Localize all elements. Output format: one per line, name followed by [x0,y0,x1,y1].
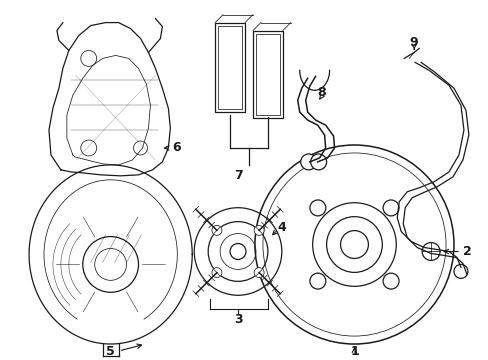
Bar [215,23,244,112]
Bar [218,26,242,109]
Text: 3: 3 [233,312,242,326]
Circle shape [211,225,222,235]
Bar [252,31,282,118]
Circle shape [382,200,398,216]
Text: 5: 5 [106,345,115,357]
Circle shape [254,225,264,235]
Circle shape [421,243,439,260]
Bar [255,33,279,115]
Circle shape [254,267,264,278]
Circle shape [81,50,97,66]
Text: 1: 1 [349,345,358,357]
Text: 4: 4 [277,221,285,234]
Text: 7: 7 [233,169,242,183]
Circle shape [309,200,325,216]
Circle shape [133,141,147,155]
Circle shape [300,154,316,170]
Text: 8: 8 [317,86,325,99]
Circle shape [453,265,467,278]
Circle shape [382,273,398,289]
Circle shape [81,140,97,156]
Circle shape [340,231,367,258]
Circle shape [211,267,222,278]
Circle shape [310,154,326,170]
Text: 9: 9 [409,36,418,49]
Circle shape [229,243,245,260]
Circle shape [309,273,325,289]
Text: 6: 6 [172,141,181,154]
Text: 2: 2 [462,245,470,258]
